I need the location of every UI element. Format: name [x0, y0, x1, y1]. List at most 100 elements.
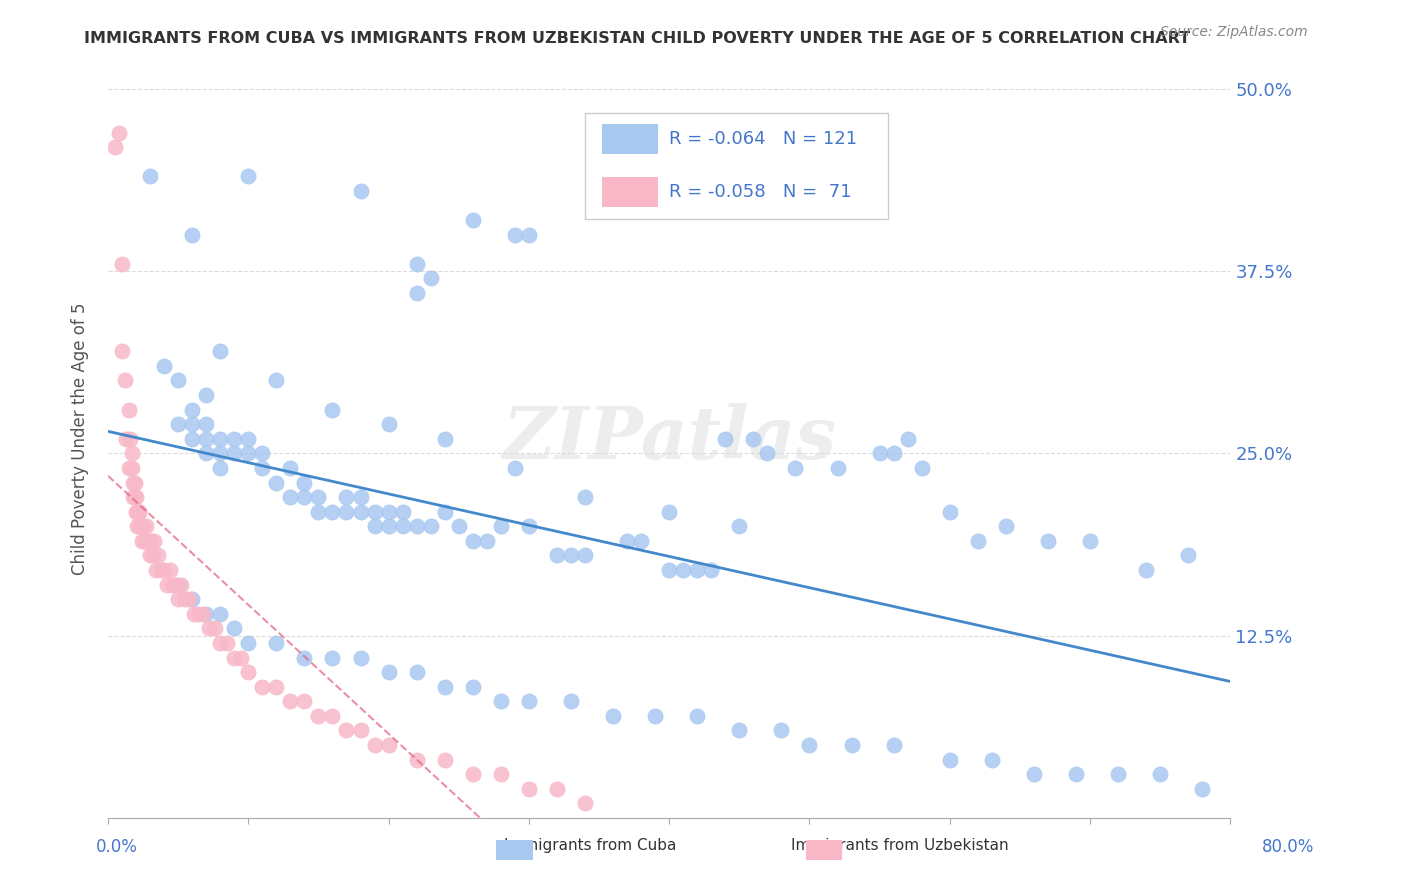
- Point: [560, 694, 582, 708]
- Point: [266, 373, 288, 387]
- Point: [121, 446, 143, 460]
- Point: [238, 665, 260, 679]
- Point: [209, 461, 232, 475]
- Point: [377, 417, 399, 432]
- Point: [231, 650, 253, 665]
- Point: [181, 592, 204, 607]
- Point: [994, 519, 1017, 533]
- Point: [405, 753, 427, 767]
- Point: [517, 519, 540, 533]
- Point: [121, 461, 143, 475]
- Point: [447, 519, 470, 533]
- Point: [294, 694, 316, 708]
- Point: [728, 723, 751, 738]
- Point: [159, 563, 181, 577]
- Point: [198, 621, 221, 635]
- Point: [672, 563, 695, 577]
- Point: [209, 446, 232, 460]
- Point: [128, 505, 150, 519]
- Point: [1191, 781, 1213, 796]
- Point: [209, 607, 232, 621]
- Point: [658, 563, 681, 577]
- Point: [785, 461, 807, 475]
- Point: [124, 490, 146, 504]
- Point: [966, 533, 988, 548]
- Point: [1177, 549, 1199, 563]
- Point: [377, 665, 399, 679]
- Point: [294, 650, 316, 665]
- Point: [183, 607, 205, 621]
- Point: [209, 344, 232, 359]
- Text: R = -0.064   N = 121: R = -0.064 N = 121: [669, 130, 858, 148]
- Point: [377, 738, 399, 752]
- Point: [321, 650, 343, 665]
- Point: [980, 753, 1002, 767]
- Text: Immigrants from Uzbekistan: Immigrants from Uzbekistan: [792, 838, 1008, 853]
- Point: [897, 432, 920, 446]
- Point: [756, 446, 779, 460]
- Text: IMMIGRANTS FROM CUBA VS IMMIGRANTS FROM UZBEKISTAN CHILD POVERTY UNDER THE AGE O: IMMIGRANTS FROM CUBA VS IMMIGRANTS FROM …: [84, 31, 1191, 46]
- Point: [195, 388, 218, 402]
- Point: [307, 490, 329, 504]
- Point: [391, 505, 413, 519]
- Point: [321, 709, 343, 723]
- Point: [111, 344, 134, 359]
- Point: [686, 709, 709, 723]
- Text: ZIPatlas: ZIPatlas: [502, 403, 837, 475]
- Point: [135, 519, 157, 533]
- Point: [129, 519, 152, 533]
- Point: [658, 505, 681, 519]
- Point: [349, 490, 371, 504]
- Point: [1022, 767, 1045, 781]
- Point: [883, 446, 905, 460]
- Point: [644, 709, 666, 723]
- Point: [124, 475, 146, 490]
- Point: [136, 533, 159, 548]
- Point: [1036, 533, 1059, 548]
- Point: [224, 621, 246, 635]
- Point: [224, 650, 246, 665]
- Point: [616, 533, 638, 548]
- Point: [321, 505, 343, 519]
- Point: [167, 373, 190, 387]
- Point: [1107, 767, 1129, 781]
- Point: [489, 767, 512, 781]
- Point: [461, 533, 484, 548]
- Point: [349, 650, 371, 665]
- Point: [118, 461, 141, 475]
- Point: [209, 432, 232, 446]
- Point: [405, 665, 427, 679]
- Point: [266, 680, 288, 694]
- Point: [238, 446, 260, 460]
- Point: [363, 519, 385, 533]
- Point: [294, 490, 316, 504]
- Point: [911, 461, 934, 475]
- Point: [139, 549, 162, 563]
- Point: [125, 505, 148, 519]
- Point: [1135, 563, 1157, 577]
- Point: [142, 549, 165, 563]
- Point: [238, 432, 260, 446]
- Text: Source: ZipAtlas.com: Source: ZipAtlas.com: [1160, 25, 1308, 39]
- Point: [143, 533, 166, 548]
- Point: [252, 446, 274, 460]
- Point: [1064, 767, 1087, 781]
- Point: [391, 519, 413, 533]
- Point: [217, 636, 239, 650]
- Point: [104, 140, 127, 154]
- Point: [120, 432, 142, 446]
- Point: [461, 213, 484, 227]
- Point: [574, 490, 596, 504]
- Point: [156, 577, 179, 591]
- Point: [503, 227, 526, 242]
- Point: [560, 549, 582, 563]
- Point: [433, 753, 456, 767]
- Point: [165, 577, 187, 591]
- Point: [195, 432, 218, 446]
- Point: [134, 533, 156, 548]
- Point: [193, 607, 215, 621]
- Point: [883, 738, 905, 752]
- Point: [869, 446, 891, 460]
- Point: [827, 461, 849, 475]
- Point: [167, 592, 190, 607]
